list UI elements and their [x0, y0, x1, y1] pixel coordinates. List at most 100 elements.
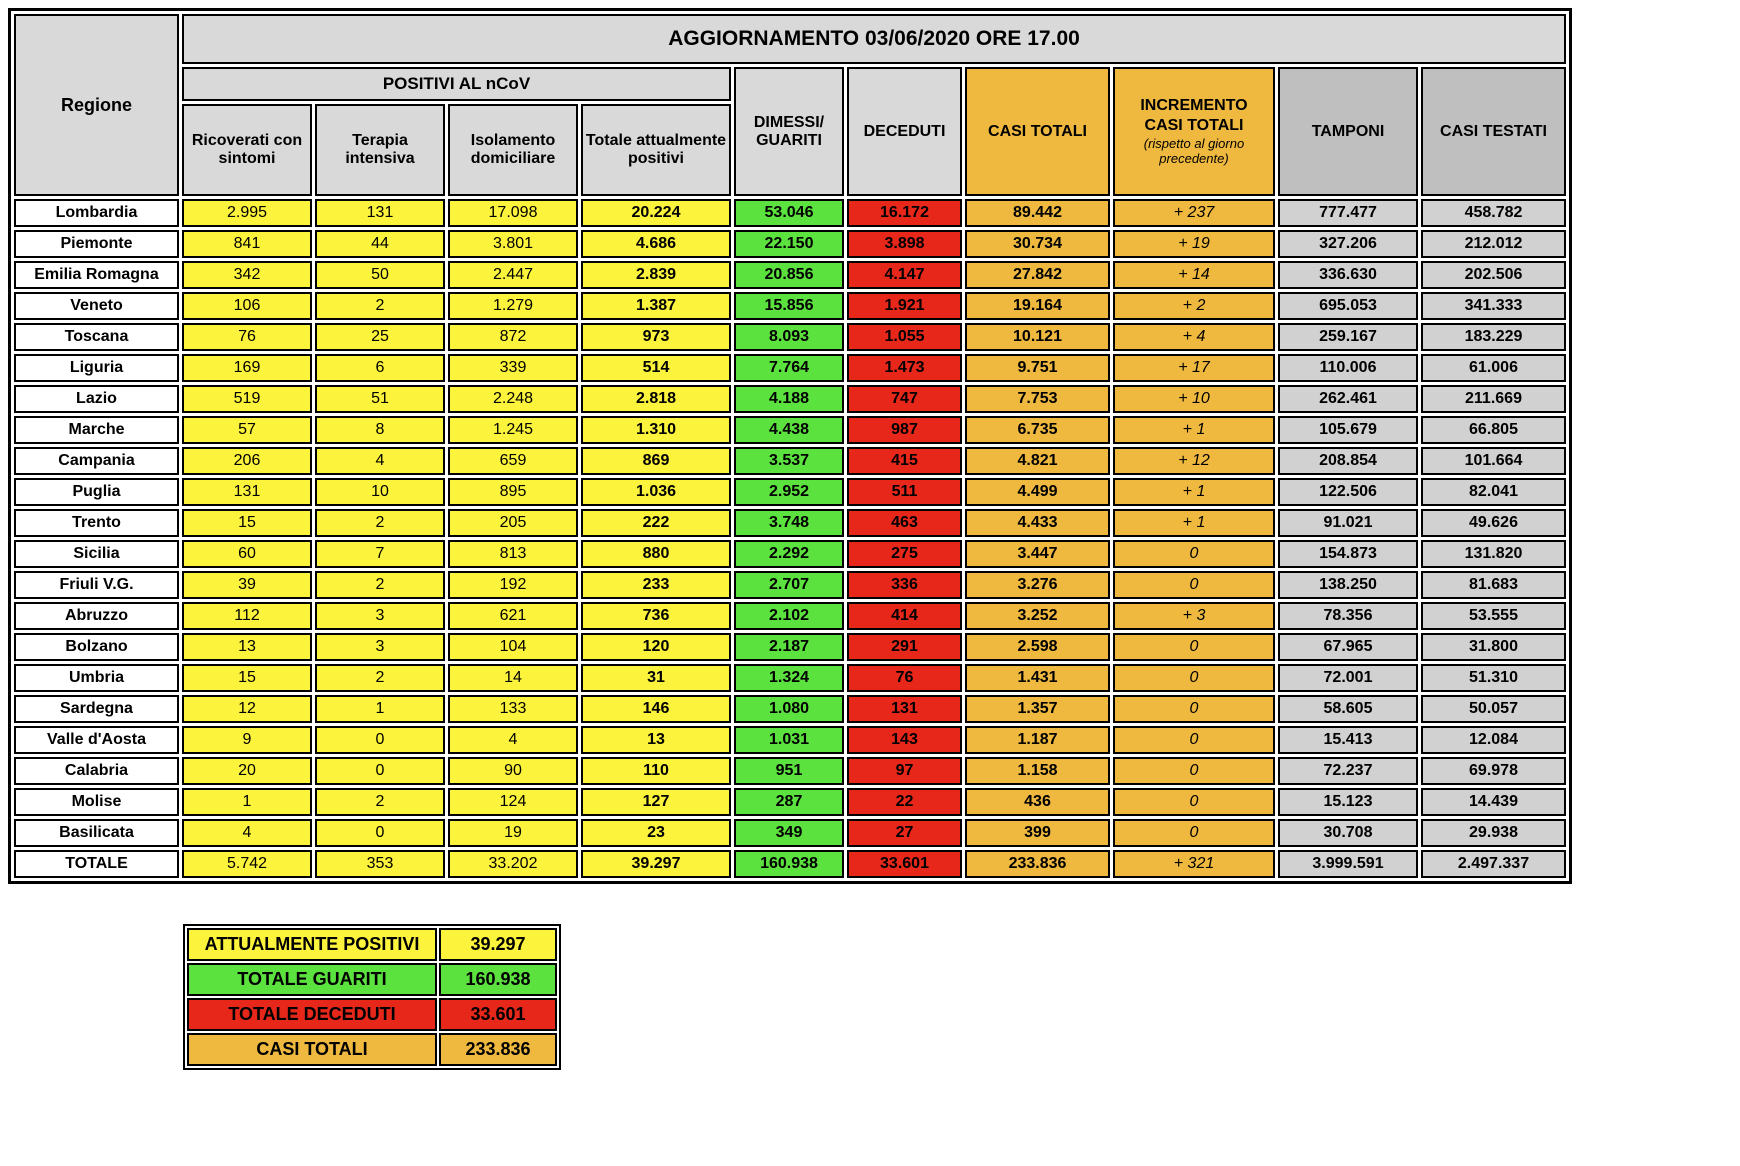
tamponi-cell: 208.854 [1278, 447, 1418, 475]
incremento-cell: 0 [1113, 726, 1275, 754]
dimessi-guariti-cell: 2.952 [734, 478, 844, 506]
table-row: Puglia 131 10 895 1.036 2.952 511 4.499 … [14, 478, 1566, 506]
region-name-cell: Puglia [14, 478, 179, 506]
casi-totali-cell: 4.499 [965, 478, 1110, 506]
ricoverati-cell: 5.742 [182, 850, 312, 878]
dimessi-guariti-cell: 22.150 [734, 230, 844, 258]
deceduti-cell: 336 [847, 571, 962, 599]
summary-row-casi-totali: CASI TOTALI 233.836 [187, 1033, 557, 1066]
tamponi-cell: 262.461 [1278, 385, 1418, 413]
ricoverati-cell: 57 [182, 416, 312, 444]
casi-totali-cell: 233.836 [965, 850, 1110, 878]
isolamento-cell: 192 [448, 571, 578, 599]
totale-positivi-cell: 146 [581, 695, 731, 723]
deceduti-cell: 131 [847, 695, 962, 723]
terapia-intensiva-cell: 6 [315, 354, 445, 382]
isolamento-cell: 90 [448, 757, 578, 785]
incremento-cell: + 3 [1113, 602, 1275, 630]
ricoverati-cell: 60 [182, 540, 312, 568]
isolamento-cell: 813 [448, 540, 578, 568]
casi-totali-cell: 436 [965, 788, 1110, 816]
incremento-cell: + 1 [1113, 478, 1275, 506]
deceduti-cell: 143 [847, 726, 962, 754]
totale-positivi-cell: 514 [581, 354, 731, 382]
tamponi-cell: 15.123 [1278, 788, 1418, 816]
incremento-cell: 0 [1113, 540, 1275, 568]
isolamento-cell: 659 [448, 447, 578, 475]
deceduti-cell: 415 [847, 447, 962, 475]
incremento-cell: + 237 [1113, 199, 1275, 227]
deceduti-cell: 414 [847, 602, 962, 630]
deceduti-cell: 275 [847, 540, 962, 568]
terapia-intensiva-cell: 10 [315, 478, 445, 506]
region-name-cell: Campania [14, 447, 179, 475]
deceduti-cell: 1.921 [847, 292, 962, 320]
summary-value-totale-deceduti: 33.601 [439, 998, 557, 1031]
tamponi-cell: 336.630 [1278, 261, 1418, 289]
ricoverati-cell: 169 [182, 354, 312, 382]
header-isolamento-domiciliare: Isolamento domiciliare [448, 104, 578, 196]
tamponi-cell: 105.679 [1278, 416, 1418, 444]
tamponi-cell: 72.237 [1278, 757, 1418, 785]
report-title: AGGIORNAMENTO 03/06/2020 ORE 17.00 [182, 14, 1566, 64]
casi-testati-cell: 69.978 [1421, 757, 1566, 785]
table-row: Piemonte 841 44 3.801 4.686 22.150 3.898… [14, 230, 1566, 258]
totale-positivi-cell: 120 [581, 633, 731, 661]
totale-positivi-cell: 31 [581, 664, 731, 692]
isolamento-cell: 104 [448, 633, 578, 661]
ricoverati-cell: 4 [182, 819, 312, 847]
totale-positivi-cell: 869 [581, 447, 731, 475]
totale-positivi-cell: 110 [581, 757, 731, 785]
summary-label-casi-totali: CASI TOTALI [187, 1033, 437, 1066]
tamponi-cell: 122.506 [1278, 478, 1418, 506]
ricoverati-cell: 15 [182, 664, 312, 692]
table-row: Marche 57 8 1.245 1.310 4.438 987 6.735 … [14, 416, 1566, 444]
incremento-cell: 0 [1113, 664, 1275, 692]
deceduti-cell: 22 [847, 788, 962, 816]
ricoverati-cell: 841 [182, 230, 312, 258]
dimessi-guariti-cell: 3.748 [734, 509, 844, 537]
dimessi-guariti-cell: 3.537 [734, 447, 844, 475]
casi-totali-cell: 30.734 [965, 230, 1110, 258]
terapia-intensiva-cell: 3 [315, 602, 445, 630]
deceduti-cell: 3.898 [847, 230, 962, 258]
tamponi-cell: 67.965 [1278, 633, 1418, 661]
totale-row: TOTALE 5.742 353 33.202 39.297 160.938 3… [14, 850, 1566, 878]
deceduti-cell: 747 [847, 385, 962, 413]
casi-testati-cell: 183.229 [1421, 323, 1566, 351]
dimessi-guariti-cell: 4.188 [734, 385, 844, 413]
tamponi-cell: 72.001 [1278, 664, 1418, 692]
casi-testati-cell: 131.820 [1421, 540, 1566, 568]
region-name-cell: Friuli V.G. [14, 571, 179, 599]
header-casi-testati: CASI TESTATI [1421, 67, 1566, 196]
casi-testati-cell: 50.057 [1421, 695, 1566, 723]
totale-positivi-cell: 1.387 [581, 292, 731, 320]
incremento-cell: 0 [1113, 695, 1275, 723]
isolamento-cell: 872 [448, 323, 578, 351]
casi-testati-cell: 82.041 [1421, 478, 1566, 506]
dimessi-guariti-cell: 2.102 [734, 602, 844, 630]
casi-totali-cell: 3.276 [965, 571, 1110, 599]
tamponi-cell: 695.053 [1278, 292, 1418, 320]
deceduti-cell: 33.601 [847, 850, 962, 878]
region-name-cell: Liguria [14, 354, 179, 382]
casi-totali-cell: 1.187 [965, 726, 1110, 754]
terapia-intensiva-cell: 25 [315, 323, 445, 351]
deceduti-cell: 291 [847, 633, 962, 661]
ricoverati-cell: 39 [182, 571, 312, 599]
summary-row-totale-deceduti: TOTALE DECEDUTI 33.601 [187, 998, 557, 1031]
region-name-cell: Piemonte [14, 230, 179, 258]
terapia-intensiva-cell: 0 [315, 757, 445, 785]
deceduti-cell: 27 [847, 819, 962, 847]
tamponi-cell: 259.167 [1278, 323, 1418, 351]
tamponi-cell: 327.206 [1278, 230, 1418, 258]
ricoverati-cell: 112 [182, 602, 312, 630]
casi-testati-cell: 31.800 [1421, 633, 1566, 661]
isolamento-cell: 133 [448, 695, 578, 723]
terapia-intensiva-cell: 4 [315, 447, 445, 475]
isolamento-cell: 895 [448, 478, 578, 506]
header-terapia-intensiva: Terapia intensiva [315, 104, 445, 196]
casi-totali-cell: 10.121 [965, 323, 1110, 351]
tamponi-cell: 30.708 [1278, 819, 1418, 847]
casi-totali-cell: 4.433 [965, 509, 1110, 537]
